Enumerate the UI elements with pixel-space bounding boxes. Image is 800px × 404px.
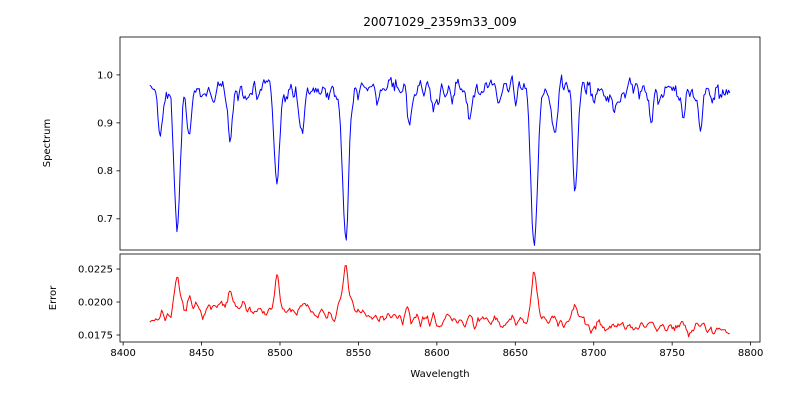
y-tick-label: 0.0200 (78, 297, 113, 308)
x-tick-label: 8400 (110, 348, 135, 359)
x-tick-label: 8600 (424, 348, 449, 359)
x-axis-label: Wavelength (410, 369, 469, 380)
subplot-error: 0.0225 0.0200 0.0175 8400 8450 8500 8550 8600 86… (78, 253, 763, 359)
y-axis-label-error: Error (48, 285, 59, 310)
x-tick-label: 8700 (581, 348, 606, 359)
y-tick-label: 0.8 (97, 166, 113, 177)
y-tick-label: 0.7 (97, 214, 113, 225)
x-tick-label: 8550 (346, 348, 371, 359)
x-tick-label: 8500 (267, 348, 292, 359)
y-tick-label: 0.0175 (78, 330, 113, 341)
y-tick-label: 1.0 (97, 70, 113, 81)
y-tick-label: 0.9 (97, 118, 113, 129)
subplot-spectrum: 1.0 0.9 0.8 0.7 (97, 36, 761, 251)
plot-layer: 1.0 0.9 0.8 0.7 0.0225 0.0200 0.0175 8400 8450 85… (78, 36, 763, 359)
spectrum-axes-frame (119, 36, 761, 251)
x-tick-label: 8800 (738, 348, 763, 359)
error-line (149, 265, 730, 338)
x-tick-label: 8650 (503, 348, 528, 359)
y-tick-label: 0.0225 (78, 264, 113, 275)
x-tick-label: 8750 (659, 348, 684, 359)
spectrum-line (149, 74, 731, 246)
error-axes-frame (119, 253, 761, 343)
y-axis-label-spectrum: Spectrum (42, 119, 53, 167)
chart-title: 20071029_2359m33_009 (363, 15, 516, 29)
x-tick-label: 8450 (189, 348, 214, 359)
